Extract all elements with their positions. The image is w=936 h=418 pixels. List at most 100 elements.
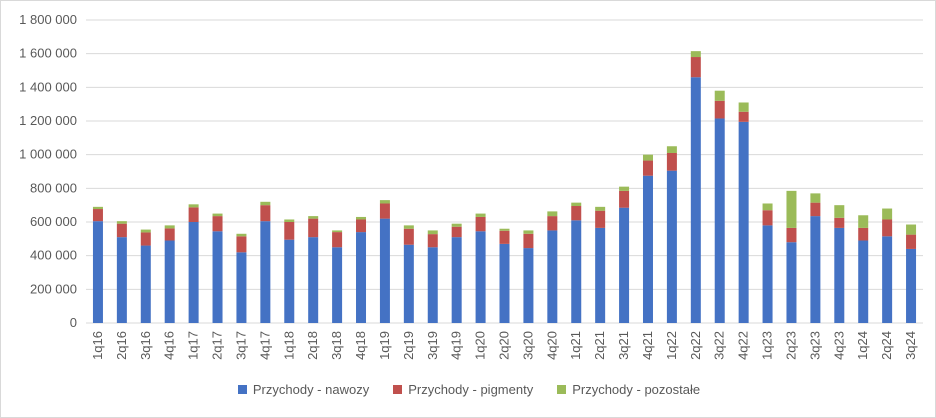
bar-segment-pigmenty <box>356 219 367 233</box>
x-axis-ticks: 1q16 2q16 3q16 4q16 1q17 2q17 3q17 4q17 1q18 2q18… <box>90 331 918 360</box>
x-tick-label: 4q21 <box>640 331 655 360</box>
bar-segment-pozostale <box>810 193 821 203</box>
legend-item-nawozy: Przychody - nawozy <box>237 382 369 397</box>
gridlines <box>86 19 923 324</box>
x-tick-label: 1q22 <box>664 331 679 360</box>
bar-segment-nawozy <box>595 227 606 323</box>
bar-segment-nawozy <box>451 237 462 323</box>
bar-segment-pozostale <box>140 229 151 233</box>
x-tick-label: 3q23 <box>807 331 822 360</box>
x-tick-label: 2q24 <box>879 331 894 360</box>
bar-segment-pozostale <box>690 51 701 58</box>
bar-segment-nawozy <box>666 170 677 323</box>
x-tick-label: 4q17 <box>257 331 272 360</box>
bar-segment-pozostale <box>451 223 462 227</box>
x-tick-label: 4q19 <box>449 331 464 360</box>
bar-segment-pigmenty <box>571 206 582 221</box>
legend-item-pozostale: Przychody - pozostałe <box>557 382 700 397</box>
bar-segment-pigmenty <box>666 152 677 171</box>
bar-segment-pigmenty <box>690 57 701 78</box>
bar-segment-nawozy <box>642 175 653 323</box>
y-tick-label: 0 <box>70 315 77 330</box>
bar-segment-pigmenty <box>260 205 271 222</box>
bar-segment-nawozy <box>236 252 247 323</box>
bar-segment-pozostale <box>858 215 869 228</box>
y-tick-label: 200 000 <box>30 281 77 296</box>
bar-segment-pozostale <box>260 201 271 206</box>
bar-segment-pozostale <box>356 216 367 220</box>
bar-segment-pozostale <box>906 224 917 235</box>
bar-segment-nawozy <box>379 218 390 323</box>
bar-segment-pozostale <box>571 202 582 207</box>
x-tick-label: 4q22 <box>736 331 751 360</box>
x-tick-label: 3q22 <box>712 331 727 360</box>
bar-segment-nawozy <box>284 239 295 323</box>
x-tick-label: 1q24 <box>855 331 870 360</box>
y-axis-ticks: 0 200 000 400 000 600 000 800 000 1 000 000 1 … <box>19 12 77 330</box>
x-tick-label: 1q17 <box>186 331 201 360</box>
y-tick-label: 400 000 <box>30 248 77 263</box>
x-tick-label: 2q20 <box>497 331 512 360</box>
bar-segment-pozostale <box>499 228 510 231</box>
legend-swatch <box>237 385 247 394</box>
bar-segment-pigmenty <box>547 216 558 231</box>
x-tick-label: 3q19 <box>425 331 440 360</box>
bar-segment-pozostale <box>738 102 749 112</box>
bar-segment-nawozy <box>738 121 749 323</box>
bar-segment-pozostale <box>236 233 247 237</box>
x-tick-label: 3q16 <box>138 331 153 360</box>
bar-segment-pigmenty <box>738 111 749 122</box>
bar-segment-pigmenty <box>858 227 869 241</box>
bar-segment-pigmenty <box>882 219 893 237</box>
bar-segment-nawozy <box>834 227 845 323</box>
legend-swatch <box>393 385 403 394</box>
bar-segment-pigmenty <box>642 160 653 176</box>
y-tick-label: 1 600 000 <box>19 46 77 61</box>
bar-segment-pigmenty <box>619 190 630 208</box>
bar-segment-pigmenty <box>212 216 223 232</box>
bar-segment-pigmenty <box>834 217 845 228</box>
bar-segment-nawozy <box>547 230 558 323</box>
bar-segment-pigmenty <box>451 226 462 238</box>
bar-segment-nawozy <box>475 231 486 323</box>
x-tick-label: 4q18 <box>353 331 368 360</box>
bar-segment-nawozy <box>188 222 199 323</box>
x-tick-label: 1q21 <box>568 331 583 360</box>
bars <box>92 51 917 323</box>
legend-item-pigmenty: Przychody - pigmenty <box>393 382 533 397</box>
bar-segment-nawozy <box>523 248 534 323</box>
bar-segment-nawozy <box>427 247 438 323</box>
bar-segment-pozostale <box>427 230 438 235</box>
bar-segment-pigmenty <box>427 234 438 248</box>
bar-segment-pozostale <box>475 213 486 217</box>
x-tick-label: 1q16 <box>90 331 105 360</box>
bar-segment-nawozy <box>92 221 103 323</box>
bar-segment-nawozy <box>810 216 821 323</box>
x-tick-label: 2q22 <box>688 331 703 360</box>
y-tick-label: 800 000 <box>30 180 77 195</box>
bar-segment-pigmenty <box>236 236 247 253</box>
bar-segment-pigmenty <box>403 228 414 245</box>
bar-segment-pigmenty <box>523 233 534 249</box>
bar-segment-nawozy <box>690 77 701 323</box>
bar-segment-pozostale <box>714 90 725 101</box>
bar-segment-pozostale <box>882 208 893 220</box>
bar-segment-nawozy <box>762 225 773 323</box>
bar-segment-pozostale <box>666 146 677 153</box>
bar-segment-pozostale <box>332 230 343 233</box>
bar-segment-pozostale <box>379 200 390 204</box>
x-tick-label: 3q20 <box>520 331 535 360</box>
legend-label: Przychody - pozostałe <box>572 382 701 397</box>
y-tick-label: 1 400 000 <box>19 79 77 94</box>
bar-segment-pigmenty <box>499 230 510 244</box>
bar-segment-nawozy <box>260 221 271 323</box>
bar-segment-pigmenty <box>379 203 390 219</box>
bar-segment-pozostale <box>284 219 295 222</box>
x-tick-label: 3q21 <box>616 331 631 360</box>
bar-segment-pozostale <box>403 225 414 229</box>
bar-segment-pozostale <box>523 230 534 234</box>
bar-segment-pigmenty <box>284 222 295 240</box>
x-tick-label: 2q17 <box>210 331 225 360</box>
x-tick-label: 1q23 <box>760 331 775 360</box>
